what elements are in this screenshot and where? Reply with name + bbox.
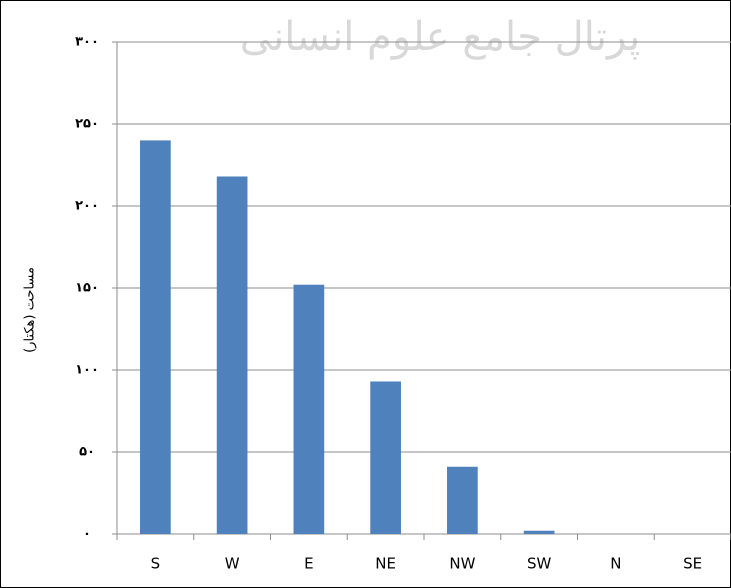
- x-tick-label: E: [304, 555, 313, 573]
- y-axis-label: مساحت (هکتار): [23, 267, 38, 353]
- bar: [447, 466, 478, 534]
- y-tick-label: ۲۵۰: [75, 117, 99, 132]
- x-tick-label: NW: [449, 555, 475, 573]
- x-tick-label: N: [610, 555, 621, 573]
- bar: [216, 176, 248, 535]
- y-tick-label: ۳۰۰: [75, 35, 99, 50]
- x-tick-label: W: [225, 555, 240, 573]
- bar: [293, 284, 325, 534]
- x-tick-label: S: [151, 555, 161, 573]
- bar: [140, 140, 171, 534]
- x-tick-label: SW: [527, 555, 552, 573]
- y-tick-label: ۱۰۰: [75, 363, 99, 378]
- watermark: پرتال جامع علوم انسانی: [240, 14, 641, 60]
- bar: [370, 381, 401, 534]
- bar: [523, 530, 555, 534]
- y-tick-label: ۱۵۰: [75, 281, 99, 296]
- y-tick-label: ۰: [83, 527, 91, 542]
- y-tick-label: ۵۰: [79, 445, 95, 460]
- y-tick-label: ۲۰۰: [75, 199, 99, 214]
- x-tick-label: SE: [683, 555, 702, 573]
- x-tick-label: NE: [375, 555, 396, 573]
